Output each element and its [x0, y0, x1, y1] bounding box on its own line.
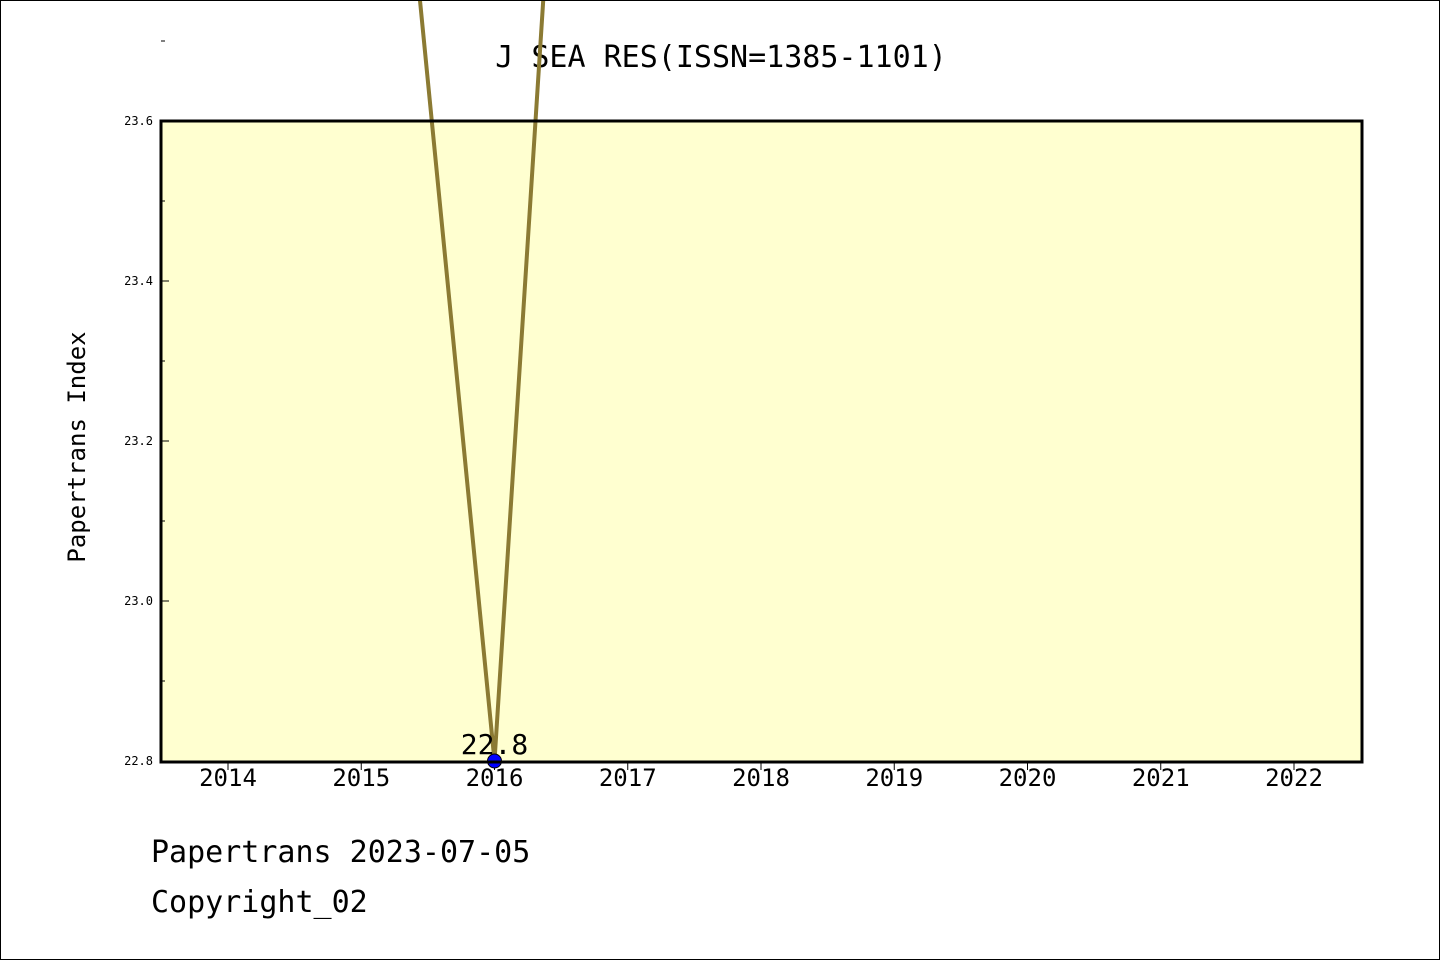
x-tick-label: 2014	[199, 764, 257, 792]
y-tick-label: 23.2	[124, 434, 153, 448]
x-tick-label: 2018	[732, 764, 790, 792]
x-tick-label: 2015	[332, 764, 390, 792]
y-tick-label: 22.8	[124, 754, 153, 768]
x-tick-label: 2019	[865, 764, 923, 792]
data-label: 22.8	[461, 728, 528, 761]
y-tick-label: 23.4	[124, 274, 153, 288]
y-axis: 22.823.023.223.423.623.824.024.224.424.6…	[124, 40, 169, 768]
x-tick-label: 2022	[1265, 764, 1323, 792]
x-tick-label: 2017	[599, 764, 657, 792]
data-labels: 25.624.522.825.424.826.325.124.625.2	[461, 728, 528, 761]
x-tick-label: 2021	[1132, 764, 1190, 792]
x-axis: 2014 2015 2016 2017 2018 2019 2020 2021 2022	[199, 762, 1323, 792]
y-tick-label: 23.6	[124, 114, 153, 128]
chart-title: J SEA RES(ISSN=1385-1101)	[495, 40, 947, 75]
plot-frame	[159, 119, 1364, 764]
x-tick-label: 2016	[466, 764, 524, 792]
y-tick-label: 23.0	[124, 594, 153, 608]
footer-copyright: Copyright_02	[151, 885, 368, 920]
x-tick-label: 2020	[999, 764, 1057, 792]
footer-date: Papertrans 2023-07-05	[151, 835, 531, 870]
y-axis-label: Papertrans Index	[63, 331, 91, 562]
plot-area	[161, 121, 1362, 762]
